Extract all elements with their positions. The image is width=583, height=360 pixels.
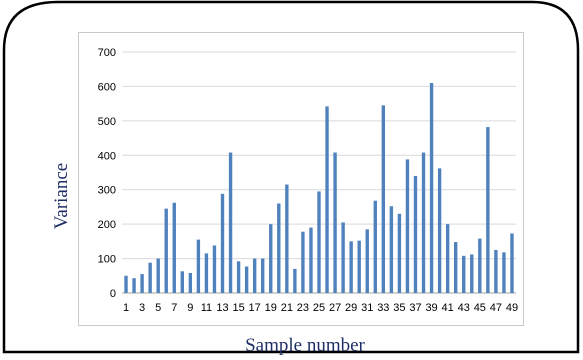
bar-sample-49 (510, 233, 514, 293)
bar-sample-13 (220, 193, 225, 293)
y-tick-label: 300 (98, 185, 116, 197)
bar-sample-43 (462, 255, 466, 293)
x-tick-label: 25 (313, 302, 325, 314)
bar-sample-29 (349, 241, 353, 293)
bar-sample-40 (437, 168, 442, 293)
bar-sample-25 (317, 191, 321, 293)
x-tick-label: 29 (345, 302, 357, 314)
x-tick-label: 3 (139, 302, 145, 314)
x-tick-label: 21 (281, 302, 293, 314)
bar-sample-11 (204, 253, 209, 293)
bar-sample-38 (421, 152, 426, 293)
x-tick-label: 41 (442, 302, 454, 314)
x-tick-label: 17 (249, 302, 261, 314)
gridlines (122, 51, 516, 294)
bar-sample-5 (156, 258, 160, 293)
x-tick-label: 1 (123, 302, 129, 314)
y-tick-label: 400 (98, 150, 116, 162)
bar-sample-47 (494, 249, 498, 293)
bar-sample-19 (269, 224, 273, 293)
bar-sample-42 (454, 242, 458, 293)
x-tick-label: 35 (393, 302, 405, 314)
bar-sample-32 (373, 200, 377, 293)
bar-sample-24 (309, 227, 313, 293)
bar-sample-20 (277, 203, 281, 293)
x-tick-label: 9 (187, 302, 193, 314)
x-axis-ticks: 1 3 5 7 9 11 13 15 17 19 21 23 25 27 29 31 33 35 37 39 41 43 4… (123, 302, 518, 314)
x-tick-label: 23 (297, 302, 309, 314)
bar-sample-15 (236, 261, 241, 293)
x-tick-label: 39 (425, 302, 437, 314)
bar-sample-48 (502, 252, 506, 293)
bar-sample-17 (252, 258, 257, 293)
bar-sample-1 (124, 275, 128, 293)
bar-sample-45 (478, 238, 482, 293)
x-tick-label: 47 (490, 302, 502, 314)
rounded-frame-border (2, 0, 580, 354)
bar-sample-3 (140, 274, 144, 293)
x-tick-label: 15 (232, 302, 244, 314)
y-tick-label: 200 (98, 219, 116, 231)
bar-sample-31 (365, 229, 369, 293)
bar-sample-46 (486, 127, 490, 293)
bar-sample-23 (301, 231, 305, 293)
y-axis-ticks: 0 100 200 300 400 500 600 700 (98, 47, 116, 300)
bar-sample-44 (470, 254, 474, 293)
bar-sample-14 (228, 152, 233, 293)
bar-sample-21 (285, 184, 289, 293)
bar-sample-9 (188, 273, 193, 293)
bar-sample-36 (405, 159, 410, 293)
bar-sample-41 (445, 224, 450, 293)
y-tick-label: 0 (110, 288, 116, 300)
bar-sample-10 (196, 239, 201, 293)
bar-sample-22 (293, 268, 297, 293)
bar-sample-35 (397, 213, 402, 293)
x-axis-title: Sample number (245, 335, 365, 356)
bars (124, 82, 514, 293)
bar-sample-6 (164, 208, 168, 293)
x-tick-label: 45 (474, 302, 486, 314)
bar-sample-37 (413, 175, 418, 293)
bar-sample-33 (381, 105, 386, 293)
x-tick-label: 11 (201, 302, 212, 314)
bar-sample-12 (212, 245, 217, 293)
bar-sample-8 (180, 271, 184, 293)
bar-sample-28 (341, 222, 345, 293)
bar-sample-4 (148, 262, 152, 293)
bar-sample-34 (389, 206, 394, 293)
bar-sample-26 (325, 106, 329, 293)
x-tick-label: 7 (171, 302, 177, 314)
chart-area (78, 32, 524, 326)
x-tick-label: 27 (329, 302, 341, 314)
bar-sample-39 (429, 82, 434, 293)
bar-sample-18 (261, 258, 265, 293)
y-tick-label: 700 (98, 47, 116, 59)
bar-sample-30 (357, 240, 361, 293)
x-tick-label: 5 (155, 302, 161, 314)
bar-sample-27 (333, 152, 337, 293)
y-tick-label: 100 (98, 254, 116, 266)
x-tick-label: 31 (361, 302, 373, 314)
bar-sample-16 (244, 266, 249, 293)
y-tick-label: 600 (98, 81, 116, 93)
y-axis-title: Variance (51, 163, 72, 229)
x-tick-label: 33 (377, 302, 389, 314)
x-tick-label: 19 (265, 302, 277, 314)
x-tick-label: 37 (409, 302, 421, 314)
x-tick-label: 13 (216, 302, 228, 314)
x-tick-label: 49 (506, 302, 518, 314)
bar-sample-7 (172, 202, 176, 293)
x-tick-label: 43 (458, 302, 470, 314)
y-tick-label: 500 (98, 116, 116, 128)
bar-sample-2 (132, 278, 136, 293)
